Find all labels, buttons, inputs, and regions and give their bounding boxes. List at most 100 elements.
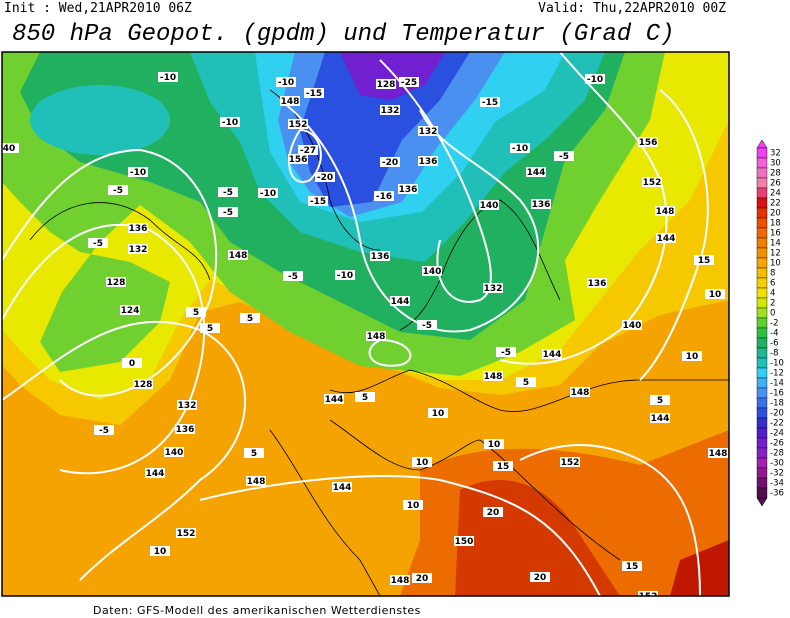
contour-label: 140 (623, 321, 642, 331)
contour-label: -5 (223, 208, 233, 218)
contour-label-bg (483, 283, 503, 293)
contour-line (199, 475, 601, 596)
contour-label: 136 (399, 185, 418, 195)
colorbar-label: -28 (770, 449, 784, 459)
contour-label-bg (2, 143, 19, 153)
contour-label-bg (526, 167, 546, 177)
colorbar-label: -18 (770, 399, 784, 409)
colorbar-label: -8 (770, 349, 778, 359)
contour-label: 10 (416, 458, 429, 468)
contour-label: 10 (488, 440, 501, 450)
contour-label: 148 (391, 576, 410, 586)
coastline (329, 419, 621, 561)
colorbar-swatch (756, 357, 768, 369)
contour-label-bg (288, 119, 308, 129)
colorbar-swatch (756, 187, 768, 199)
contour-label-bg (258, 188, 278, 198)
contour-label-bg (374, 191, 394, 201)
colorbar-label: -6 (770, 339, 778, 349)
contour-label: 148 (281, 97, 300, 107)
colorbar-swatch (756, 447, 768, 459)
contour-label-bg (422, 266, 442, 276)
contour-line (2, 223, 206, 475)
contour-label-bg (280, 96, 300, 106)
coastline (269, 429, 381, 596)
contour-label-bg (88, 238, 108, 248)
contour-label: 148 (247, 477, 266, 487)
contour-label-bg (283, 271, 303, 281)
colorbar-label: 14 (770, 239, 781, 249)
contour-label-bg (412, 573, 432, 583)
contour-label-bg (483, 371, 503, 381)
contour-label-bg (324, 394, 344, 404)
colorbar-label: -36 (770, 489, 784, 499)
contour-label-bg (412, 457, 432, 467)
contour-label: 152 (561, 458, 580, 468)
contour-label-bg (585, 74, 605, 84)
colorbar-label: -24 (770, 429, 784, 439)
contour-label: 144 (333, 483, 352, 493)
contour-label: 132 (381, 106, 400, 116)
colorbar-swatch (756, 367, 768, 379)
contour-line (379, 59, 492, 303)
contour-label-bg (708, 448, 728, 458)
contour-line (279, 99, 540, 333)
contour-label: 5 (207, 324, 213, 334)
colorbar-swatch (756, 297, 768, 309)
contour-label: -10 (512, 144, 528, 154)
contour-label-bg (656, 233, 676, 243)
colorbar-label: -10 (770, 359, 784, 369)
contour-label-bg (355, 392, 375, 402)
contour-label: 132 (178, 401, 197, 411)
contour-label: -25 (401, 78, 417, 88)
colorbar-label: 8 (770, 269, 775, 279)
contour-label: 10 (154, 547, 167, 557)
colorbar-swatch (756, 177, 768, 189)
contour-label: -20 (382, 158, 398, 168)
colorbar-swatch (756, 277, 768, 289)
contour-label: 136 (588, 279, 607, 289)
map: -10 -10 -10 -5 -5 136 132 128 124 0 128 132 136 140 14… (2, 52, 729, 596)
contour-label-bg (510, 143, 530, 153)
map-frame (1, 51, 730, 597)
contour-label-bg (417, 320, 437, 330)
contour-label: 136 (371, 252, 390, 262)
contour-label-bg (570, 387, 590, 397)
colorbar-swatch (756, 287, 768, 299)
contour-label-bg (366, 331, 386, 341)
valid-time: Valid: Thu,22APR2010 00Z (538, 1, 726, 16)
contour-label: 140 (423, 267, 442, 277)
contour-label-bg (428, 408, 448, 418)
contour-label: -10 (278, 78, 294, 88)
contour-label: -15 (306, 89, 322, 99)
contour-label: 136 (419, 157, 438, 167)
contour-label-bg (108, 185, 128, 195)
contour-line (499, 52, 668, 365)
contour-label-bg (380, 157, 400, 167)
colorbar-label: 24 (770, 189, 781, 199)
colorbar-label: 20 (770, 209, 781, 219)
colorbar-swatch (756, 147, 768, 159)
colorbar-swatch (756, 337, 768, 349)
colorbar-arrow (756, 139, 768, 149)
contour-label-bg (200, 323, 220, 333)
contour-label-bg (177, 400, 197, 410)
contour-label: -5 (223, 188, 233, 198)
contour-label-bg (390, 296, 410, 306)
contour-label-bg (638, 591, 658, 596)
contour-label: -27 (300, 146, 316, 156)
contour-label: 40 (3, 144, 16, 154)
colorbar-label: -20 (770, 409, 784, 419)
colorbar-swatch (756, 437, 768, 449)
contour-label: 140 (165, 448, 184, 458)
contour-label-bg (276, 77, 296, 87)
contour-label-bg (655, 206, 675, 216)
contour-label: 148 (484, 372, 503, 382)
contour-label: 5 (193, 308, 199, 318)
colorbar-swatch (756, 467, 768, 479)
contour-label-bg (390, 575, 410, 585)
contour-label-bg (122, 358, 142, 368)
contour-label: 15 (626, 562, 639, 572)
colorbar-label: 32 (770, 149, 781, 159)
